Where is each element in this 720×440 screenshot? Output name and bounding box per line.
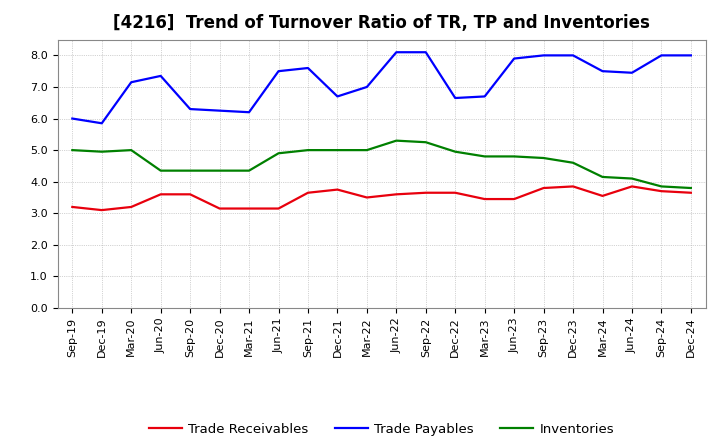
Trade Payables: [451, 95, 459, 101]
Inventories: [510, 154, 518, 159]
Inventories: [127, 147, 135, 153]
Inventories: [68, 147, 76, 153]
Trade Receivables: [480, 196, 489, 202]
Inventories: [304, 147, 312, 153]
Inventories: [451, 149, 459, 154]
Trade Payables: [363, 84, 372, 90]
Trade Payables: [628, 70, 636, 75]
Inventories: [569, 160, 577, 165]
Trade Payables: [539, 53, 548, 58]
Inventories: [539, 155, 548, 161]
Trade Receivables: [598, 193, 607, 198]
Inventories: [598, 174, 607, 180]
Trade Receivables: [657, 188, 666, 194]
Inventories: [186, 168, 194, 173]
Inventories: [333, 147, 342, 153]
Inventories: [392, 138, 400, 143]
Trade Receivables: [215, 206, 224, 211]
Trade Payables: [127, 80, 135, 85]
Trade Payables: [68, 116, 76, 121]
Trade Receivables: [274, 206, 283, 211]
Inventories: [421, 139, 430, 145]
Trade Receivables: [186, 192, 194, 197]
Trade Payables: [304, 66, 312, 71]
Trade Receivables: [687, 190, 696, 195]
Inventories: [687, 185, 696, 191]
Inventories: [156, 168, 165, 173]
Trade Payables: [657, 53, 666, 58]
Trade Payables: [687, 53, 696, 58]
Trade Receivables: [510, 196, 518, 202]
Inventories: [657, 184, 666, 189]
Line: Trade Payables: Trade Payables: [72, 52, 691, 123]
Trade Payables: [569, 53, 577, 58]
Trade Receivables: [304, 190, 312, 195]
Trade Receivables: [421, 190, 430, 195]
Inventories: [97, 149, 106, 154]
Trade Payables: [245, 110, 253, 115]
Trade Receivables: [156, 192, 165, 197]
Inventories: [363, 147, 372, 153]
Trade Receivables: [569, 184, 577, 189]
Trade Payables: [186, 106, 194, 112]
Trade Receivables: [628, 184, 636, 189]
Title: [4216]  Trend of Turnover Ratio of TR, TP and Inventories: [4216] Trend of Turnover Ratio of TR, TP…: [113, 15, 650, 33]
Trade Payables: [274, 69, 283, 74]
Trade Payables: [598, 69, 607, 74]
Legend: Trade Receivables, Trade Payables, Inventories: Trade Receivables, Trade Payables, Inven…: [143, 418, 620, 440]
Inventories: [274, 150, 283, 156]
Trade Receivables: [127, 204, 135, 209]
Trade Payables: [510, 56, 518, 61]
Trade Receivables: [539, 185, 548, 191]
Trade Payables: [333, 94, 342, 99]
Trade Payables: [480, 94, 489, 99]
Trade Payables: [156, 73, 165, 79]
Trade Receivables: [392, 192, 400, 197]
Inventories: [628, 176, 636, 181]
Inventories: [480, 154, 489, 159]
Trade Receivables: [451, 190, 459, 195]
Line: Inventories: Inventories: [72, 141, 691, 188]
Trade Receivables: [333, 187, 342, 192]
Trade Payables: [97, 121, 106, 126]
Trade Payables: [215, 108, 224, 113]
Trade Payables: [421, 50, 430, 55]
Trade Payables: [392, 50, 400, 55]
Inventories: [215, 168, 224, 173]
Inventories: [245, 168, 253, 173]
Trade Receivables: [245, 206, 253, 211]
Trade Receivables: [68, 204, 76, 209]
Line: Trade Receivables: Trade Receivables: [72, 187, 691, 210]
Trade Receivables: [97, 208, 106, 213]
Trade Receivables: [363, 195, 372, 200]
